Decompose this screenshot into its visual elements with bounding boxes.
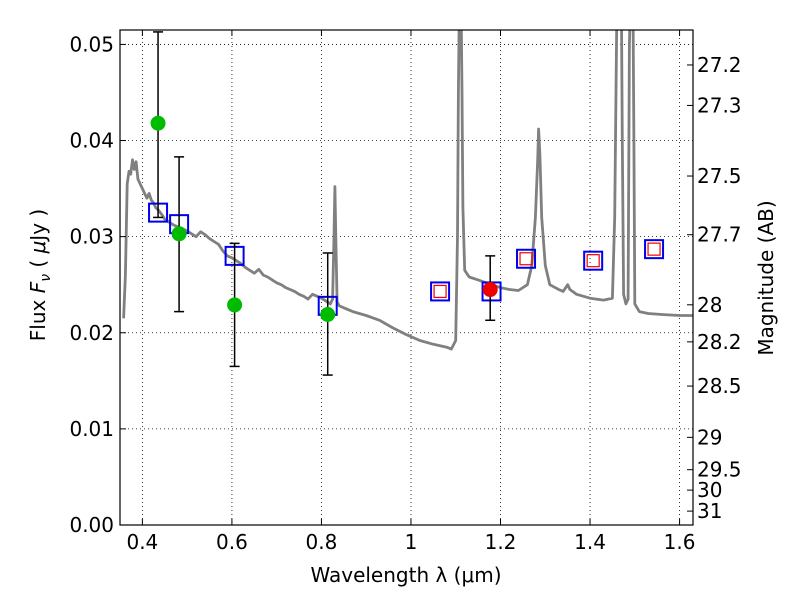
y2-tick-label: 30 — [697, 478, 722, 502]
y2-axis-label: Magnitude (AB) — [754, 200, 778, 355]
x-tick-label: 1.6 — [664, 530, 696, 554]
green-data-point — [150, 115, 166, 131]
limit-square-marker — [433, 284, 447, 299]
axis-ticks: 0.4 0.6 0.8 1 1.2 1.4 1.6 0.00 0.01 0.02 0.03 0.04 0… — [69, 30, 742, 554]
model-square-marker — [430, 281, 451, 302]
limit-square-marker — [586, 254, 600, 268]
y2-tick-label: 29.5 — [697, 458, 742, 482]
y2-tick-label: 27.5 — [697, 164, 742, 188]
y2-tick-label: 27.7 — [697, 223, 742, 247]
green-data-point — [320, 307, 336, 323]
x-tick-label: 0.6 — [216, 530, 248, 554]
green-data-point — [227, 297, 243, 313]
y-tick-label: 0.03 — [69, 225, 114, 249]
y2-tick-label: 27.3 — [697, 93, 742, 117]
x-tick-label: 1 — [405, 530, 418, 554]
y2-tick-label: 31 — [697, 499, 722, 523]
x-tick-label: 0.4 — [126, 530, 158, 554]
limit-square-marker — [519, 252, 533, 266]
model-square-marker — [644, 239, 665, 260]
limit-square-marker — [647, 242, 661, 256]
x-tick-label: 0.8 — [306, 530, 338, 554]
model-square-marker — [516, 248, 537, 269]
model-square-marker — [583, 250, 604, 271]
red-data-point — [482, 282, 498, 298]
y2-tick-label: 29 — [697, 425, 722, 449]
green-data-point — [171, 226, 187, 242]
y2-tick-label: 28.2 — [697, 330, 742, 354]
y2-tick-label: 28.5 — [697, 374, 742, 398]
y-tick-label: 0.00 — [69, 513, 114, 537]
y2-tick-label: 27.2 — [697, 53, 742, 77]
y-tick-label: 0.02 — [69, 321, 114, 345]
y-tick-label: 0.01 — [69, 417, 114, 441]
y-axis-label: Flux Fν ( μJy ) — [26, 209, 54, 341]
y2-tick-label: 28 — [697, 293, 722, 317]
x-axis-label: Wavelength λ (μm) — [310, 563, 501, 587]
y-tick-label: 0.05 — [69, 32, 114, 56]
plot-area — [122, 30, 693, 376]
axes-frame — [119, 29, 694, 526]
grid — [120, 30, 693, 526]
x-tick-label: 1.4 — [574, 530, 606, 554]
spectrum-line — [122, 30, 693, 351]
y-tick-label: 0.04 — [69, 129, 114, 153]
x-tick-label: 1.2 — [485, 530, 517, 554]
